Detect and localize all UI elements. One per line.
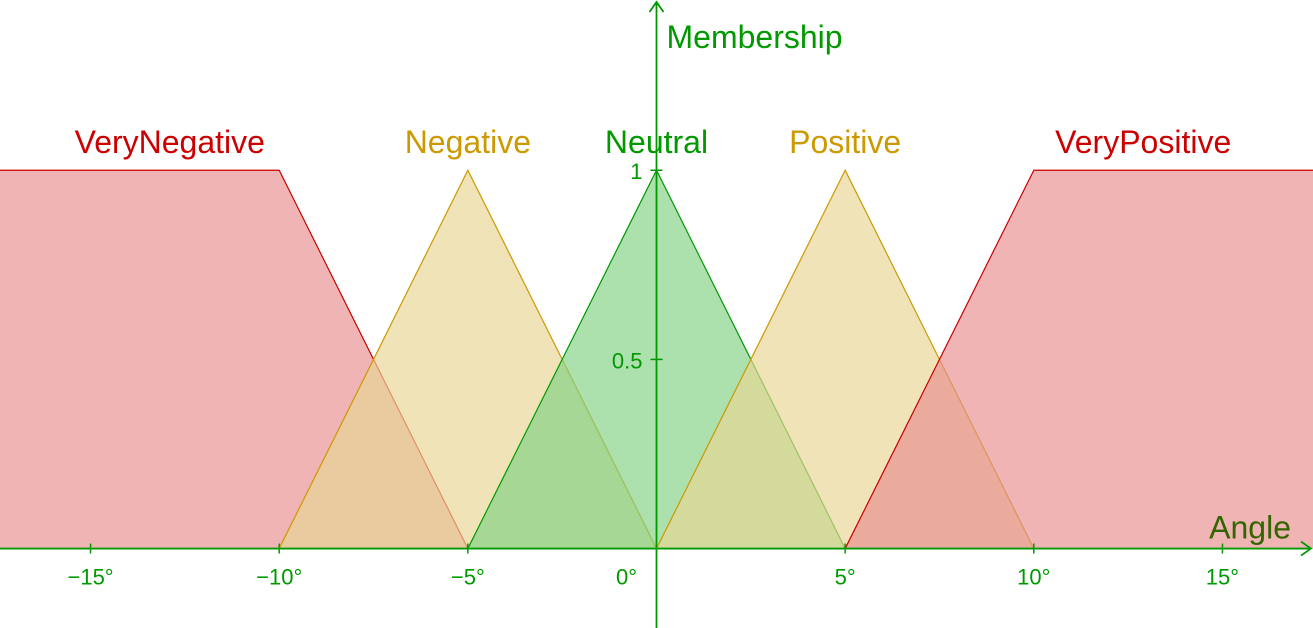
x-tick-label: −10° bbox=[256, 565, 302, 590]
series-label-very-positive: VeryPositive bbox=[1055, 124, 1231, 160]
series-label-negative: Negative bbox=[405, 124, 531, 160]
y-tick-label: 0.5 bbox=[612, 348, 643, 373]
y-axis-arrow bbox=[648, 0, 665, 13]
x-tick-label: 5° bbox=[835, 565, 856, 590]
x-tick-label: −5° bbox=[451, 565, 485, 590]
x-axis-label: Angle bbox=[1209, 510, 1291, 546]
x-axis-arrow bbox=[1300, 540, 1313, 557]
series-label-positive: Positive bbox=[789, 124, 901, 160]
x-tick-label: 0° bbox=[616, 565, 637, 590]
series-label-neutral: Neutral bbox=[605, 124, 708, 160]
ticks: −15° −10° −5° 0° 5° 10° 15° 0.5 1 bbox=[67, 159, 1239, 589]
series-very-positive-area bbox=[845, 170, 1313, 549]
x-tick-label: 15° bbox=[1206, 565, 1239, 590]
y-axis-label: Membership bbox=[667, 19, 843, 55]
x-tick-label: −15° bbox=[67, 565, 113, 590]
series-label-very-negative: VeryNegative bbox=[75, 124, 265, 160]
series-very-positive-line bbox=[844, 169, 1313, 549]
y-tick-label: 1 bbox=[630, 159, 642, 184]
x-tick-label: 10° bbox=[1017, 565, 1050, 590]
labels: Angle Membership VeryNegative Negative Neutr… bbox=[75, 19, 1291, 546]
